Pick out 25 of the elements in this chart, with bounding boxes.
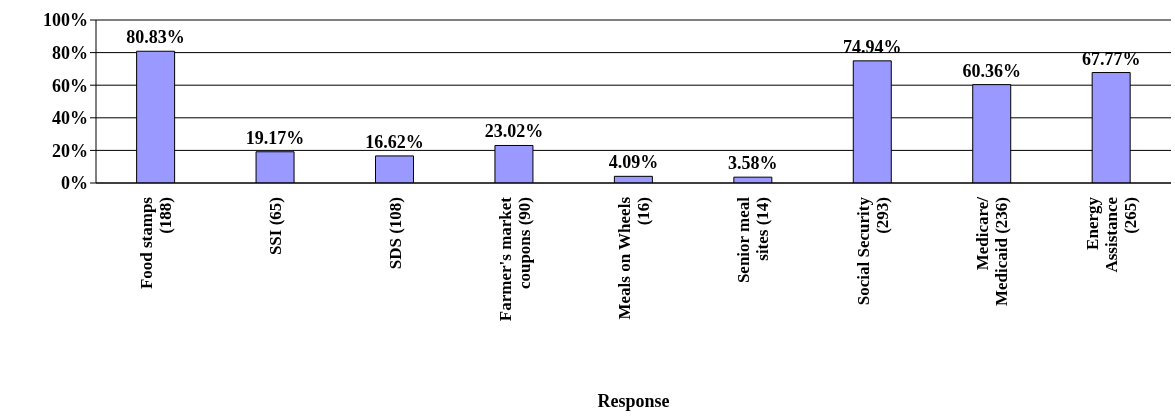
x-axis-title: Response [597,391,670,411]
data-label: 19.17% [245,127,305,148]
x-tick-label: SDS (108) [385,197,405,270]
data-label: 80.83% [126,27,185,48]
data-label: 4.09% [608,152,659,173]
x-tick-label: Senior meal sites (14) [734,196,773,284]
y-tick-label: 60% [52,75,88,96]
x-tick-label: SSI (65) [266,197,286,256]
y-tick-label: 40% [52,108,88,129]
y-tick-label: 80% [52,42,88,63]
y-tick-label: 100% [43,10,88,31]
data-label: 74.94% [843,36,902,57]
data-label: 60.36% [962,60,1021,81]
x-tick-label: Food stamps (188) [137,196,176,290]
x-tick-label: Energy Assistance (265) [1083,196,1141,273]
data-label: 67.77% [1081,48,1141,69]
y-tick-label: 20% [52,140,88,161]
x-tick-label: Medicare/Medicaid (236) [973,196,1012,307]
data-label: 23.02% [484,121,544,142]
data-label: 3.58% [728,153,778,174]
x-tick-label: Social Security (293) [853,196,892,306]
x-tick-label: Meals on Wheels (16) [615,196,653,320]
data-label: 16.62% [365,131,424,152]
y-tick-label: 0% [61,173,88,194]
x-tick-label: Farmer's market coupons (90) [495,196,534,322]
